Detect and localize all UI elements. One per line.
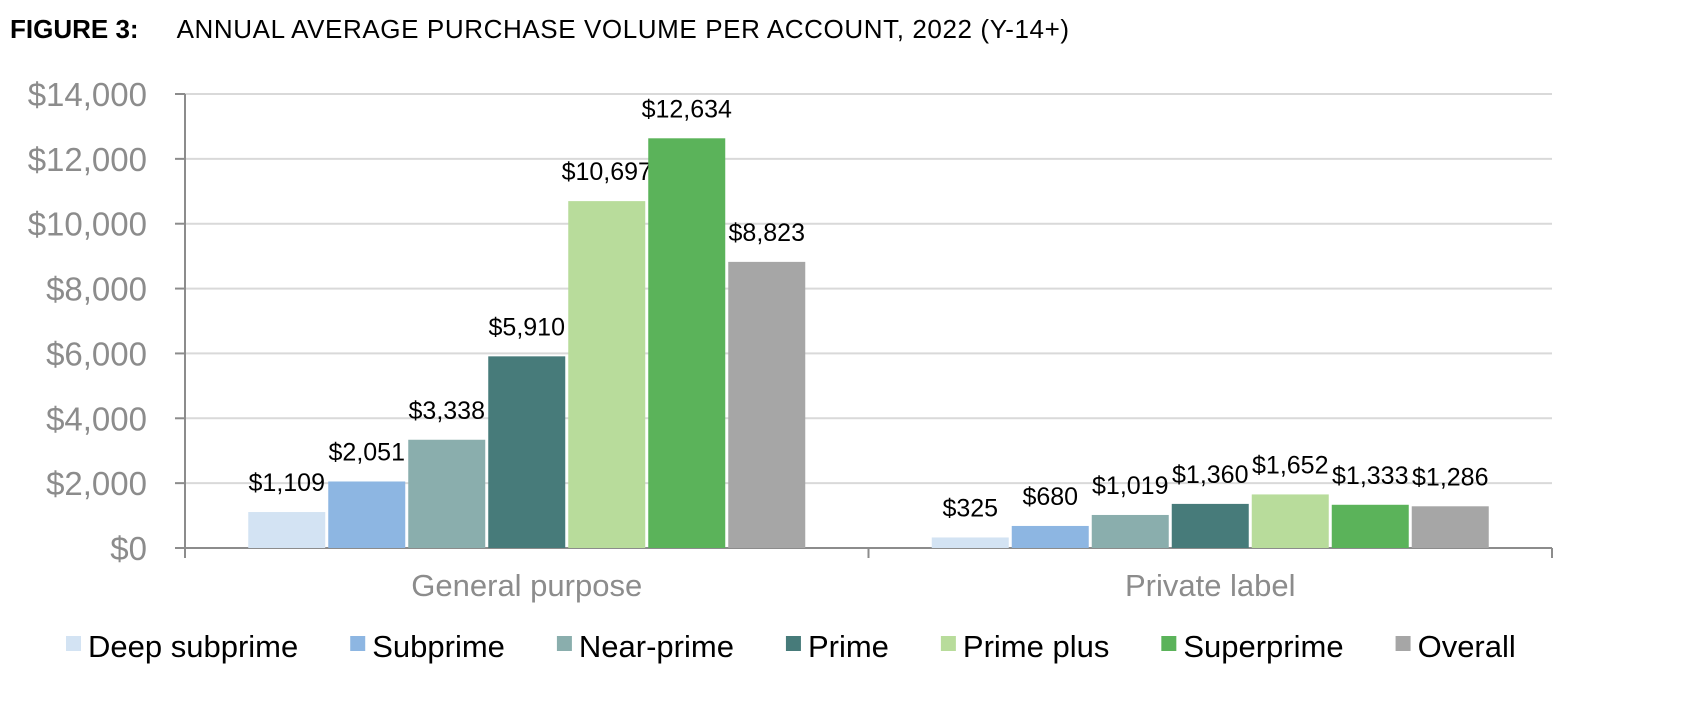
legend-label: Deep subprime bbox=[88, 629, 298, 664]
data-label: $1,286 bbox=[1412, 463, 1488, 491]
legend-swatch bbox=[350, 636, 366, 651]
bar bbox=[931, 537, 1009, 548]
data-label: $12,634 bbox=[642, 95, 732, 123]
bar bbox=[1251, 494, 1329, 548]
bar bbox=[728, 261, 806, 548]
y-tick-label: $12,000 bbox=[28, 141, 147, 178]
legend-label: Prime bbox=[808, 629, 889, 664]
y-tick-label: $2,000 bbox=[46, 465, 147, 502]
bar bbox=[488, 356, 566, 548]
legend-label: Subprime bbox=[372, 629, 505, 664]
y-tick-label: $4,000 bbox=[46, 400, 147, 437]
data-label: $3,338 bbox=[409, 397, 485, 425]
y-tick-label: $14,000 bbox=[28, 76, 147, 113]
figure-label: FIGURE 3: bbox=[10, 14, 139, 44]
legend-label: Prime plus bbox=[963, 629, 1109, 664]
bar bbox=[248, 512, 326, 548]
data-label: $1,019 bbox=[1092, 472, 1168, 500]
legend-swatch bbox=[556, 636, 572, 651]
category-label: General purpose bbox=[411, 568, 642, 603]
figure-title: FIGURE 3: ANNUAL AVERAGE PURCHASE VOLUME … bbox=[10, 14, 1070, 45]
data-label: $1,109 bbox=[249, 469, 325, 497]
bar bbox=[1331, 504, 1409, 548]
legend-swatch bbox=[1161, 636, 1177, 651]
bar bbox=[568, 201, 646, 548]
data-label: $2,051 bbox=[329, 438, 405, 466]
data-label: $680 bbox=[1022, 483, 1078, 511]
category-label: Private label bbox=[1125, 568, 1296, 603]
legend-swatch bbox=[1395, 636, 1411, 651]
legend-label: Superprime bbox=[1183, 629, 1343, 664]
figure-title-text: ANNUAL AVERAGE PURCHASE VOLUME PER ACCOU… bbox=[176, 14, 1070, 44]
data-label: $10,697 bbox=[562, 158, 652, 186]
y-tick-label: $10,000 bbox=[28, 206, 147, 243]
bar bbox=[1091, 514, 1169, 548]
bar bbox=[328, 481, 406, 548]
legend-swatch bbox=[785, 636, 801, 651]
bar bbox=[1411, 506, 1489, 548]
bar bbox=[648, 138, 726, 548]
legend-label: Overall bbox=[1418, 629, 1516, 664]
data-label: $1,333 bbox=[1332, 462, 1408, 490]
data-label: $8,823 bbox=[729, 219, 805, 247]
bar bbox=[408, 439, 486, 548]
data-label: $1,360 bbox=[1172, 461, 1248, 489]
bar bbox=[1011, 525, 1089, 548]
y-tick-label: $6,000 bbox=[46, 335, 147, 372]
legend-swatch bbox=[66, 636, 81, 651]
bar bbox=[1171, 503, 1249, 548]
legend-swatch bbox=[940, 636, 956, 651]
data-label: $325 bbox=[942, 494, 998, 522]
y-tick-label: $8,000 bbox=[46, 271, 147, 308]
data-label: $5,910 bbox=[489, 313, 565, 341]
y-tick-label: $0 bbox=[110, 530, 147, 567]
legend-label: Near-prime bbox=[579, 629, 734, 664]
data-label: $1,652 bbox=[1252, 451, 1328, 479]
